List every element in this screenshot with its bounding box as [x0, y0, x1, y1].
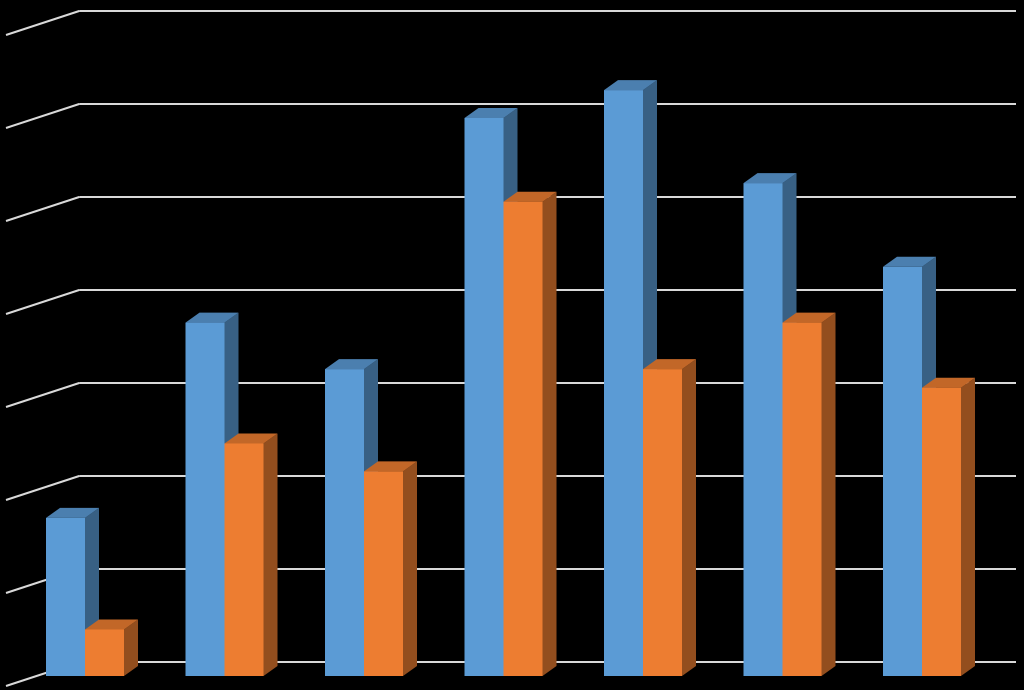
- bar-side-face: [124, 619, 138, 676]
- bar-top-face: [364, 461, 417, 472]
- bar-series-2-category-2: [224, 433, 278, 676]
- gridline-depth: [5, 289, 80, 315]
- bar-top-face: [464, 108, 518, 118]
- bar-series-2-category-3: [364, 461, 417, 676]
- bar-side-face: [961, 377, 975, 676]
- bar-front-face: [85, 629, 124, 676]
- bar-side-face: [403, 461, 417, 676]
- bar-front-face: [364, 471, 403, 676]
- bar-top-face: [922, 377, 975, 388]
- bar-front-face: [224, 443, 264, 676]
- bar-front-face: [325, 369, 364, 676]
- bar-front-face: [743, 183, 783, 676]
- bar-series-2-category-4: [503, 191, 557, 676]
- bar-top-face: [503, 191, 557, 202]
- bar-top-face: [85, 619, 138, 630]
- bar-side-face: [263, 433, 278, 676]
- bar-top-face: [782, 312, 836, 323]
- bar-top-face: [325, 359, 378, 370]
- gridline-depth: [5, 103, 80, 129]
- bar-front-face: [922, 387, 961, 676]
- bars: [46, 80, 975, 677]
- bar-series-2-category-5: [643, 359, 696, 676]
- bar-front-face: [643, 369, 682, 676]
- bar-top-face: [643, 359, 696, 370]
- bar-top-face: [46, 507, 99, 518]
- bar-front-face: [185, 322, 225, 676]
- bar-front-face: [464, 118, 504, 676]
- bar-series-2-category-6: [782, 312, 836, 676]
- bar-side-face: [821, 312, 836, 676]
- bar-top-face: [224, 433, 278, 444]
- bar-series-2-category-1: [85, 619, 138, 676]
- bar-top-face: [604, 80, 657, 91]
- bar-front-face: [782, 322, 822, 676]
- gridline-depth: [5, 196, 80, 222]
- gridline-depth: [5, 10, 80, 36]
- bar-front-face: [46, 517, 85, 676]
- bar-side-face: [682, 359, 696, 676]
- bar-top-face: [743, 173, 797, 184]
- bar-series-2-category-7: [922, 377, 975, 676]
- bar-front-face: [604, 90, 643, 677]
- gridline-depth: [5, 475, 80, 501]
- bar-front-face: [503, 201, 543, 676]
- bar-front-face: [883, 266, 922, 676]
- bar-top-face: [883, 256, 936, 267]
- bar-side-face: [542, 191, 557, 676]
- bar-top-face: [185, 312, 239, 323]
- gridline-depth: [5, 382, 80, 408]
